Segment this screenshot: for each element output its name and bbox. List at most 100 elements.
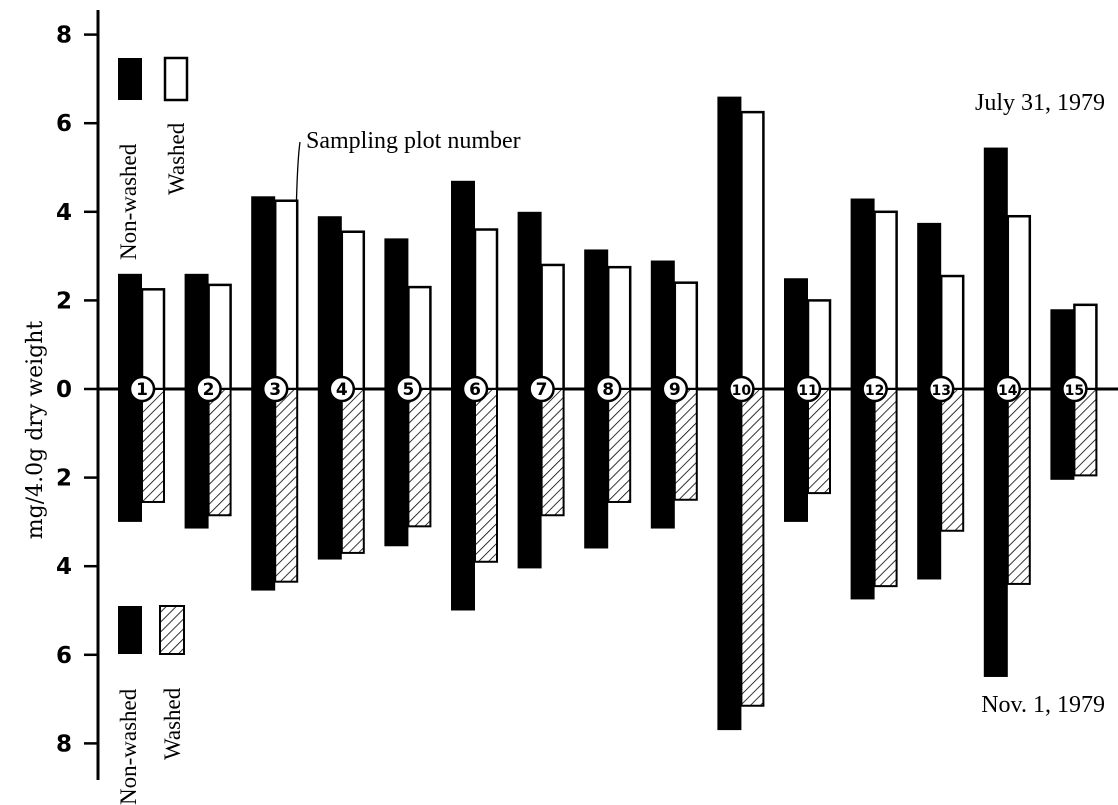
plot-number-label: 11 xyxy=(798,383,817,399)
bar-lower-washed-plot-7 xyxy=(540,388,565,517)
y-tick-label: 0 xyxy=(56,377,72,403)
legend-non-washed-swatch-upper xyxy=(118,58,142,100)
plot-number-marker xyxy=(994,375,1022,403)
legend-washed-swatch-lower xyxy=(159,605,185,655)
bar-lower-non-washed-plot-8 xyxy=(584,389,609,549)
bar-upper-washed-plot-12 xyxy=(873,210,898,391)
bar-lower-washed-plot-2 xyxy=(207,388,232,517)
bar-lower-non-washed-plot-14 xyxy=(983,389,1008,677)
legend-non-washed-swatch-lower xyxy=(118,606,142,654)
bar-lower-non-washed-plot-6 xyxy=(451,389,475,611)
bar-upper-washed-plot-3 xyxy=(273,199,299,391)
upper-panel-date: July 31, 1979 xyxy=(975,90,1105,116)
legend-non-washed-label-upper: Non-washed xyxy=(116,143,141,260)
bar-lower-washed-plot-4 xyxy=(340,388,365,554)
bar-upper-non-washed-plot-10 xyxy=(717,96,742,390)
bar-upper-washed-plot-10 xyxy=(740,110,765,391)
plot-number-marker xyxy=(395,375,422,403)
bar-upper-non-washed-plot-7 xyxy=(517,211,542,389)
bar-lower-washed-plot-13 xyxy=(940,388,965,532)
plot-number-marker xyxy=(927,375,955,403)
plot-number-label: 6 xyxy=(469,380,481,400)
bar-upper-non-washed-plot-4 xyxy=(317,216,342,389)
plot-number-label: 1 xyxy=(136,380,148,400)
bar-lower-washed-plot-9 xyxy=(673,388,698,501)
bar-upper-washed-plot-7 xyxy=(540,263,565,391)
plot-number-label: 15 xyxy=(1065,383,1084,399)
bar-lower-washed-plot-8 xyxy=(607,388,632,503)
bar-upper-non-washed-plot-15 xyxy=(1050,309,1075,389)
bar-upper-washed-plot-8 xyxy=(606,265,632,391)
plot-number-marker xyxy=(794,375,822,403)
bar-upper-washed-plot-5 xyxy=(407,285,432,391)
plot-number-marker xyxy=(594,375,622,403)
legend-washed-label-upper: Washed xyxy=(164,122,189,195)
bar-upper-washed-plot-9 xyxy=(673,281,699,391)
bar-upper-non-washed-plot-14 xyxy=(983,147,1008,389)
bar-lower-washed-plot-5 xyxy=(407,388,432,528)
bar-lower-washed-plot-10 xyxy=(740,388,765,707)
bar-upper-non-washed-plot-12 xyxy=(850,198,875,389)
bar-upper-non-washed-plot-5 xyxy=(384,238,409,389)
plot-number-label: 3 xyxy=(269,380,281,400)
bar-lower-non-washed-plot-3 xyxy=(251,389,276,591)
bar-lower-non-washed-plot-10 xyxy=(717,389,742,731)
bar-lower-non-washed-plot-5 xyxy=(384,389,409,547)
bar-lower-non-washed-plot-13 xyxy=(917,389,942,580)
plot-number-label: 10 xyxy=(732,383,752,399)
bar-upper-non-washed-plot-6 xyxy=(451,180,475,389)
y-axis-label: mg/4.0g dry weight xyxy=(23,321,48,540)
bar-lower-non-washed-plot-7 xyxy=(517,389,542,569)
y-tick-label: 8 xyxy=(56,731,72,757)
plot-number-label: 8 xyxy=(602,380,614,400)
bar-upper-washed-plot-13 xyxy=(939,274,965,391)
bar-lower-non-washed-plot-12 xyxy=(850,389,875,600)
plot-number-marker xyxy=(128,375,156,403)
bar-upper-washed-plot-14 xyxy=(1006,214,1032,391)
legend-non-washed-label-lower: Non-washed xyxy=(116,688,141,805)
plot-number-label: 13 xyxy=(931,383,950,399)
bar-upper-washed-plot-6 xyxy=(473,228,499,391)
bar-upper-non-washed-plot-3 xyxy=(251,196,276,389)
sampling-plot-annotation: Sampling plot number xyxy=(306,128,521,154)
bar-lower-non-washed-plot-15 xyxy=(1050,389,1075,480)
plot-number-marker xyxy=(261,375,289,403)
bar-lower-washed-plot-14 xyxy=(1006,388,1031,585)
bar-lower-non-washed-plot-9 xyxy=(650,389,675,529)
bar-lower-washed-plot-1 xyxy=(141,388,165,503)
bar-upper-washed-plot-4 xyxy=(340,230,366,391)
bar-lower-non-washed-plot-4 xyxy=(317,389,342,560)
bar-lower-washed-plot-12 xyxy=(873,388,898,588)
legend-washed-label-lower: Washed xyxy=(160,687,185,760)
bar-upper-washed-plot-11 xyxy=(806,299,832,391)
plot-number-label: 12 xyxy=(865,383,884,399)
bar-upper-non-washed-plot-2 xyxy=(184,273,209,389)
bar-upper-non-washed-plot-8 xyxy=(584,249,609,389)
plot-number-marker xyxy=(461,375,489,403)
bar-lower-washed-plot-11 xyxy=(807,388,831,495)
bar-upper-non-washed-plot-13 xyxy=(917,222,942,389)
lower-panel-date: Nov. 1, 1979 xyxy=(981,692,1105,718)
bar-lower-non-washed-plot-2 xyxy=(184,389,209,529)
plot-number-marker xyxy=(195,375,222,403)
y-tick-label: 6 xyxy=(56,111,72,137)
plot-number-marker xyxy=(861,375,888,403)
bar-upper-non-washed-plot-11 xyxy=(784,278,808,389)
bar-upper-non-washed-plot-1 xyxy=(118,273,142,389)
bar-upper-washed-plot-1 xyxy=(140,288,166,391)
bar-lower-washed-plot-6 xyxy=(474,388,498,563)
plot-number-label: 7 xyxy=(536,380,548,400)
bar-lower-washed-plot-15 xyxy=(1073,388,1098,477)
y-tick-label: 2 xyxy=(56,288,72,314)
plot-number-label: 9 xyxy=(669,380,681,400)
legend-washed-swatch-upper xyxy=(163,56,189,102)
y-tick-label: 8 xyxy=(56,23,72,49)
y-tick-label: 4 xyxy=(56,554,72,580)
plot-number-marker xyxy=(528,375,555,403)
plot-number-label: 5 xyxy=(402,380,414,400)
plot-number-marker xyxy=(728,375,755,403)
plot-number-label: 2 xyxy=(203,380,215,400)
plot-number-marker xyxy=(328,375,356,403)
plot-number-label: 4 xyxy=(336,380,348,400)
